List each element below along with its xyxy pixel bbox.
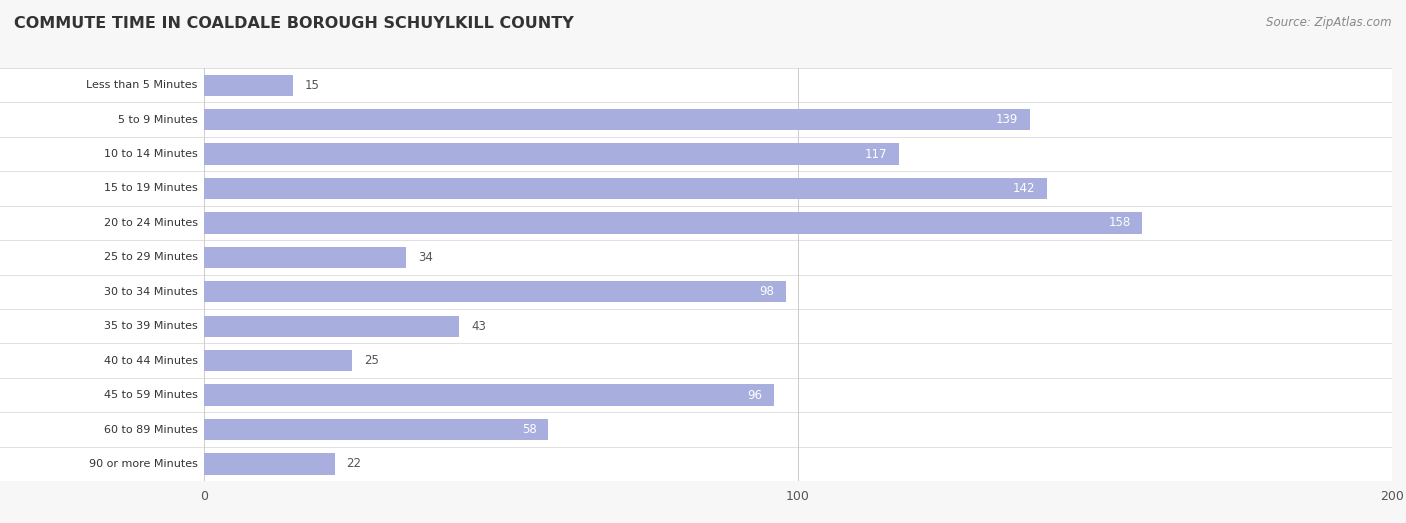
Text: 158: 158 [1108, 217, 1130, 230]
Bar [0, 206, 204, 240]
Bar [204, 143, 898, 165]
Bar [204, 212, 1143, 234]
Text: 40 to 44 Minutes: 40 to 44 Minutes [104, 356, 198, 366]
Bar [204, 137, 1392, 172]
Bar [204, 103, 1392, 137]
Text: 117: 117 [865, 147, 887, 161]
Text: Source: ZipAtlas.com: Source: ZipAtlas.com [1267, 16, 1392, 29]
Text: 98: 98 [759, 285, 775, 298]
Bar [204, 281, 786, 302]
Bar [204, 240, 1392, 275]
Text: 142: 142 [1012, 182, 1036, 195]
Bar [204, 453, 335, 474]
Bar [0, 240, 204, 275]
Bar [0, 344, 204, 378]
Bar [0, 172, 204, 206]
Bar [204, 178, 1047, 199]
Bar [204, 309, 1392, 344]
Text: COMMUTE TIME IN COALDALE BOROUGH SCHUYLKILL COUNTY: COMMUTE TIME IN COALDALE BOROUGH SCHUYLK… [14, 16, 574, 31]
Text: 5 to 9 Minutes: 5 to 9 Minutes [118, 115, 198, 124]
Text: 20 to 24 Minutes: 20 to 24 Minutes [104, 218, 198, 228]
Bar [204, 419, 548, 440]
Text: 15: 15 [305, 78, 319, 92]
Bar [204, 275, 1392, 309]
Bar [204, 68, 1392, 103]
Text: 60 to 89 Minutes: 60 to 89 Minutes [104, 425, 198, 435]
Text: 15 to 19 Minutes: 15 to 19 Minutes [104, 184, 198, 194]
Text: 34: 34 [418, 251, 433, 264]
Text: 139: 139 [995, 113, 1018, 126]
Bar [204, 172, 1392, 206]
Bar [0, 309, 204, 344]
Text: 22: 22 [346, 458, 361, 471]
Bar [204, 412, 1392, 447]
Text: 90 or more Minutes: 90 or more Minutes [89, 459, 198, 469]
Bar [204, 350, 353, 371]
Bar [204, 206, 1392, 240]
Bar [0, 412, 204, 447]
Bar [0, 68, 204, 103]
Bar [204, 447, 1392, 481]
Text: 25: 25 [364, 354, 380, 367]
Bar [204, 247, 406, 268]
Text: 35 to 39 Minutes: 35 to 39 Minutes [104, 321, 198, 331]
Text: 96: 96 [747, 389, 762, 402]
Text: 43: 43 [471, 320, 486, 333]
Bar [0, 447, 204, 481]
Text: 30 to 34 Minutes: 30 to 34 Minutes [104, 287, 198, 297]
Bar [204, 315, 460, 337]
Bar [204, 109, 1029, 130]
Bar [0, 103, 204, 137]
Bar [204, 75, 292, 96]
Text: 45 to 59 Minutes: 45 to 59 Minutes [104, 390, 198, 400]
Text: Less than 5 Minutes: Less than 5 Minutes [86, 80, 198, 90]
Text: 25 to 29 Minutes: 25 to 29 Minutes [104, 253, 198, 263]
Bar [0, 275, 204, 309]
Bar [204, 384, 775, 406]
Bar [0, 137, 204, 172]
Bar [204, 344, 1392, 378]
Bar [204, 378, 1392, 412]
Text: 10 to 14 Minutes: 10 to 14 Minutes [104, 149, 198, 159]
Bar [0, 378, 204, 412]
Text: 58: 58 [522, 423, 537, 436]
